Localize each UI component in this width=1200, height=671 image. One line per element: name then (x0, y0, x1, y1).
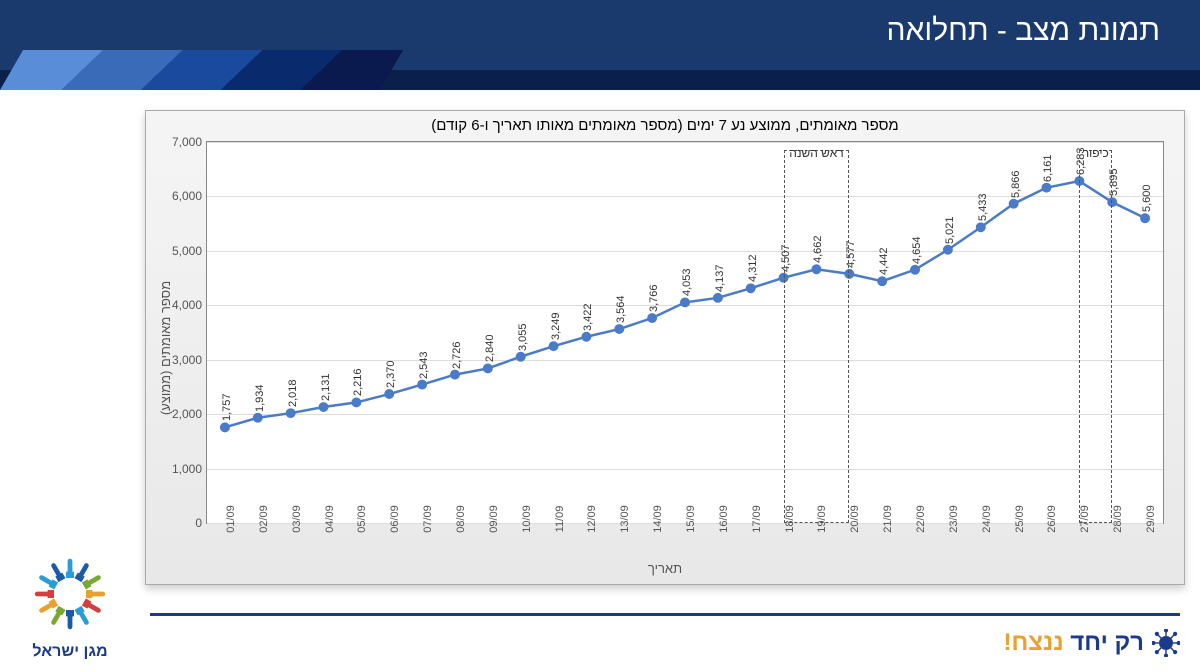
x-tick: 04/09 (324, 505, 336, 533)
logo-text: מגן ישראל (30, 643, 110, 661)
x-tick: 14/09 (652, 505, 664, 533)
data-label: 3,249 (550, 313, 562, 341)
virus-icon (1152, 629, 1180, 657)
x-axis-label: תאריך (648, 561, 682, 576)
data-label: 2,216 (352, 369, 364, 397)
x-tick: 06/09 (389, 505, 401, 533)
x-tick: 21/09 (882, 505, 894, 533)
y-axis-label: מספר מאומתים (ממוצע) (158, 280, 173, 414)
data-label: 2,370 (385, 360, 397, 388)
y-tick: 5,000 (157, 244, 202, 258)
data-label: 2,726 (451, 341, 463, 369)
y-tick: 0 (157, 516, 202, 530)
footer-logo: (function(){ const colors=["#2a9dd6","#1… (30, 554, 110, 661)
data-label: 4,312 (747, 255, 759, 283)
x-tick: 10/09 (521, 505, 533, 533)
x-tick: 07/09 (422, 505, 434, 533)
data-label: 5,600 (1141, 185, 1153, 213)
x-tick: 16/09 (718, 505, 730, 533)
x-tick: 18/09 (784, 505, 796, 533)
data-label: 5,021 (944, 216, 956, 244)
x-tick: 08/09 (455, 505, 467, 533)
data-label: 2,543 (418, 351, 430, 379)
x-tick: 29/09 (1145, 505, 1157, 533)
data-label: 5,866 (1010, 170, 1022, 198)
annotation-box (1079, 150, 1112, 523)
x-tick: 05/09 (356, 505, 368, 533)
data-label: 1,757 (221, 394, 233, 422)
plot-area: 1,757 1,934 2,018 2,131 2,216 2,370 2,543 2,726… (206, 141, 1164, 524)
x-tick: 02/09 (258, 505, 270, 533)
data-label: 3,564 (615, 295, 627, 323)
data-label: 4,442 (878, 248, 890, 276)
x-tick: 26/09 (1046, 505, 1058, 533)
data-label: 6,161 (1042, 154, 1054, 182)
x-tick: 03/09 (291, 505, 303, 533)
data-label: 4,654 (911, 236, 923, 264)
data-label: 3,422 (582, 303, 594, 331)
annotation-label: ראש השנה (789, 146, 843, 160)
x-tick: 25/09 (1014, 505, 1026, 533)
data-label: 1,934 (254, 384, 266, 412)
data-label: 5,433 (977, 194, 989, 222)
data-label: 3,055 (517, 323, 529, 351)
x-tick: 09/09 (488, 505, 500, 533)
x-tick: 20/09 (849, 505, 861, 533)
line-series (207, 142, 1163, 523)
footer-divider (150, 613, 1180, 616)
chart-container: מספר מאומתים, ממוצע נע 7 ימים (מספר מאומ… (145, 110, 1185, 585)
x-tick: 13/09 (619, 505, 631, 533)
x-tick: 12/09 (586, 505, 598, 533)
data-label: 2,018 (287, 380, 299, 408)
data-label: 2,131 (320, 373, 332, 401)
slogan-prefix: רק יחד (1064, 629, 1144, 656)
x-tick: 23/09 (948, 505, 960, 533)
x-tick: 24/09 (981, 505, 993, 533)
x-tick: 28/09 (1112, 505, 1124, 533)
x-tick: 22/09 (915, 505, 927, 533)
x-tick: 19/09 (816, 505, 828, 533)
header-decoration (0, 50, 403, 90)
x-tick: 11/09 (554, 506, 566, 533)
annotation-label: כיפור (1083, 146, 1109, 160)
data-label: 4,137 (714, 264, 726, 292)
data-label: 4,053 (681, 269, 693, 297)
footer-slogan: רק יחד ננצח! (1004, 629, 1181, 657)
y-tick: 7,000 (157, 135, 202, 149)
chart-title: מספר מאומתים, ממוצע נע 7 ימים (מספר מאומ… (146, 111, 1184, 136)
x-tick: 27/09 (1079, 505, 1091, 533)
x-tick: 01/09 (225, 505, 237, 533)
data-label: 2,840 (484, 335, 496, 363)
hands-icon (30, 554, 110, 634)
x-tick: 17/09 (751, 505, 763, 533)
page-title: תמונת מצב - תחלואה (887, 14, 1160, 48)
data-label: 3,766 (648, 284, 660, 312)
x-tick: 15/09 (685, 505, 697, 533)
annotation-box (784, 150, 850, 523)
slogan-highlight: ננצח! (1004, 629, 1064, 656)
y-tick: 1,000 (157, 462, 202, 476)
y-tick: 6,000 (157, 189, 202, 203)
